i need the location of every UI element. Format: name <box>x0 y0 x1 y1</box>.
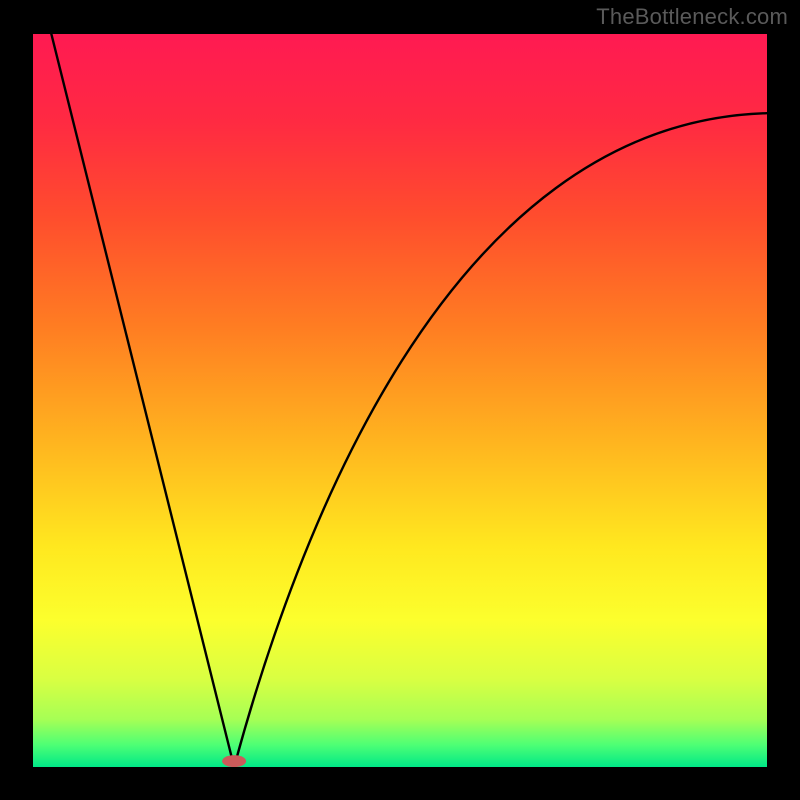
attribution-text: TheBottleneck.com <box>596 4 788 30</box>
chart-svg <box>33 34 767 767</box>
plot-area <box>33 34 767 767</box>
optimal-marker <box>222 755 246 767</box>
